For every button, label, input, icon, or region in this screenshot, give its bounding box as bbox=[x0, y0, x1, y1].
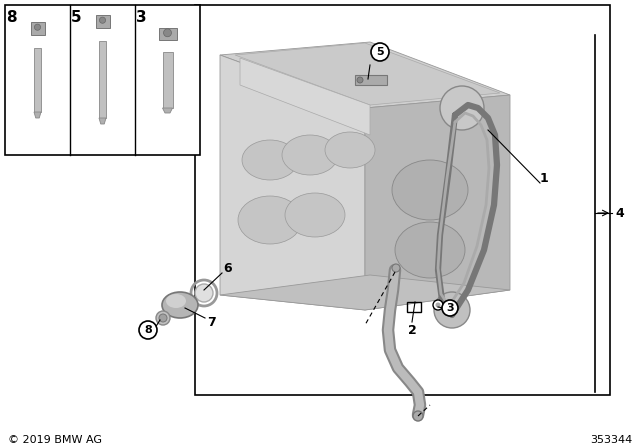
Text: 4: 4 bbox=[616, 207, 625, 220]
Ellipse shape bbox=[285, 193, 345, 237]
Text: 8: 8 bbox=[6, 9, 17, 25]
Polygon shape bbox=[235, 43, 500, 105]
Text: 3: 3 bbox=[136, 9, 147, 25]
Circle shape bbox=[433, 300, 443, 310]
Circle shape bbox=[413, 411, 423, 421]
Circle shape bbox=[357, 77, 363, 83]
Polygon shape bbox=[34, 112, 41, 118]
Bar bbox=[95, 15, 109, 28]
Text: 6: 6 bbox=[224, 262, 232, 275]
Bar bbox=[34, 48, 41, 112]
Circle shape bbox=[440, 86, 484, 130]
Text: 8: 8 bbox=[144, 325, 152, 335]
Circle shape bbox=[434, 292, 470, 328]
Text: 2: 2 bbox=[408, 323, 417, 336]
Bar bbox=[407, 302, 421, 312]
Polygon shape bbox=[220, 55, 365, 310]
Circle shape bbox=[392, 264, 400, 272]
Bar bbox=[99, 41, 106, 118]
Circle shape bbox=[35, 24, 40, 30]
Polygon shape bbox=[365, 95, 510, 310]
Text: 1: 1 bbox=[540, 172, 548, 185]
Text: 7: 7 bbox=[207, 315, 216, 328]
Circle shape bbox=[159, 314, 167, 322]
Text: 353344: 353344 bbox=[589, 435, 632, 445]
Ellipse shape bbox=[325, 132, 375, 168]
Ellipse shape bbox=[392, 160, 468, 220]
Bar bbox=[195, 5, 610, 395]
Ellipse shape bbox=[395, 222, 465, 278]
Polygon shape bbox=[240, 58, 370, 135]
Ellipse shape bbox=[282, 135, 338, 175]
Bar bbox=[159, 28, 177, 40]
Ellipse shape bbox=[162, 292, 198, 318]
Text: 5: 5 bbox=[71, 9, 82, 25]
Circle shape bbox=[99, 17, 106, 23]
Ellipse shape bbox=[242, 140, 298, 180]
Text: 3: 3 bbox=[446, 303, 454, 313]
Circle shape bbox=[371, 43, 389, 61]
Bar bbox=[31, 22, 45, 35]
Circle shape bbox=[435, 302, 440, 307]
Circle shape bbox=[164, 29, 172, 37]
Polygon shape bbox=[220, 42, 510, 108]
Circle shape bbox=[156, 311, 170, 325]
Bar bbox=[355, 75, 387, 85]
Text: 5: 5 bbox=[376, 47, 384, 57]
Circle shape bbox=[442, 300, 458, 316]
Circle shape bbox=[139, 321, 157, 339]
Polygon shape bbox=[163, 108, 173, 113]
Bar bbox=[5, 5, 200, 155]
Circle shape bbox=[195, 284, 213, 302]
Text: © 2019 BMW AG: © 2019 BMW AG bbox=[8, 435, 102, 445]
Ellipse shape bbox=[238, 196, 302, 244]
Polygon shape bbox=[99, 118, 106, 124]
Bar bbox=[163, 52, 173, 108]
Ellipse shape bbox=[166, 294, 186, 308]
Polygon shape bbox=[220, 275, 510, 310]
